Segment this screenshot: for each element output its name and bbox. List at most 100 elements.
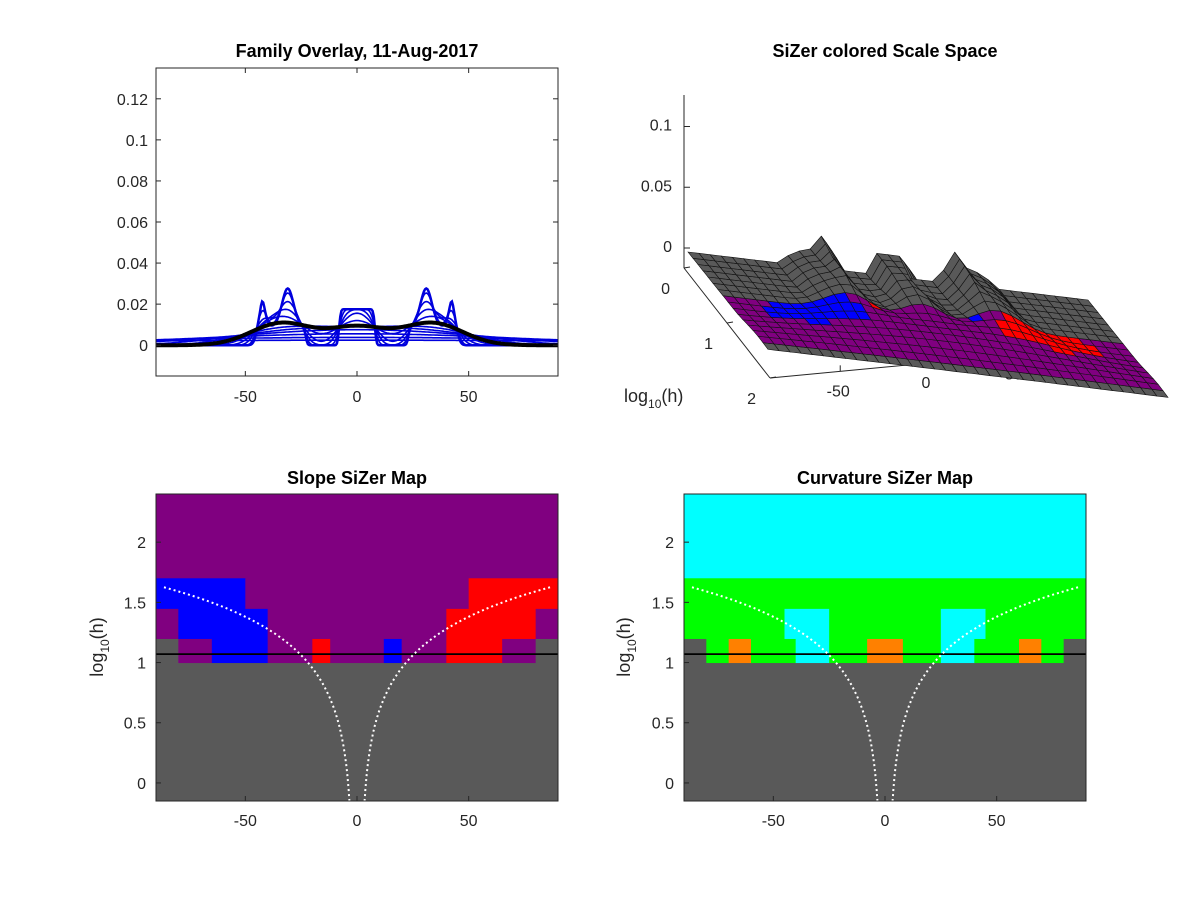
y-tick-label: 2 <box>137 535 146 552</box>
sizer-cell-red <box>446 608 537 639</box>
x-tick-label: 0 <box>353 389 362 406</box>
h-tick-label: 0 <box>661 281 670 298</box>
sizer-cell-blue <box>178 608 269 639</box>
z-tick-label: 0.05 <box>641 178 672 195</box>
sizer-cell-cyan <box>795 638 830 664</box>
sizer-cell-red <box>468 578 559 609</box>
sizer-cell-purple <box>330 638 385 664</box>
h-tick-mark <box>683 266 691 269</box>
sizer-cell-purple <box>178 638 213 664</box>
curvature-ticks: -50 0 50 0 0.5 1 1.5 2 <box>652 535 1006 830</box>
family-curve <box>156 336 558 341</box>
sizer-cell-green <box>902 638 942 664</box>
slope-overlay <box>156 585 558 802</box>
surface-h-label-base: log <box>624 386 648 406</box>
slope-title: Slope SiZer Map <box>287 468 427 488</box>
sizer-cell-green <box>829 638 868 664</box>
family-overlay-panel: -50 0 50 0 0.02 0.04 0.06 0.08 0.1 0.12 Family Ov… <box>117 41 559 406</box>
sizer-cell-blue <box>211 638 269 664</box>
slope-ylabel-base: log <box>87 653 107 677</box>
family-ticks: -50 0 50 0 0.02 0.04 0.06 0.08 0.1 0.12 <box>117 68 558 406</box>
slope-ylabel-sub: 10 <box>98 639 112 653</box>
z-tick-label: 0 <box>663 239 672 256</box>
sizer-cell-cyan <box>784 608 830 639</box>
x-tick-label: -50 <box>234 813 257 830</box>
sizer-cell-purple <box>502 638 537 664</box>
effective-window-curve-right <box>363 585 553 802</box>
family-curve <box>155 333 559 341</box>
effective-window-curve-right <box>891 585 1081 802</box>
y-tick-label: 0.08 <box>117 174 148 191</box>
sizer-cell-purple <box>245 578 470 609</box>
y-tick-label: 0.06 <box>117 215 148 232</box>
slope-ylabel-tail: (h) <box>87 617 107 639</box>
y-tick-label: 0.02 <box>117 297 148 314</box>
x-tick-label: 0 <box>353 813 362 830</box>
sizer-cell-green <box>684 608 785 639</box>
family-title: Family Overlay, 11-Aug-2017 <box>236 41 479 61</box>
y-tick-label: 0.5 <box>652 716 674 733</box>
y-tick-label: 2 <box>665 535 674 552</box>
sizer-cell-orange <box>1019 638 1042 664</box>
curvature-title: Curvature SiZer Map <box>797 468 973 488</box>
y-tick-label: 0.04 <box>117 256 148 273</box>
x-tick-label: 0 <box>922 375 931 392</box>
x-tick-label: 50 <box>460 813 478 830</box>
sizer-cell-orange <box>728 638 752 664</box>
x-tick-label: 0 <box>881 813 890 830</box>
curvature-ylabel-base: log <box>614 653 634 677</box>
y-tick-label: 1 <box>137 656 146 673</box>
y-tick-label: 0 <box>665 776 674 793</box>
family-curve <box>156 339 558 342</box>
x-tick-label: -50 <box>827 383 850 400</box>
sizer-cell-green <box>706 638 730 664</box>
surface-h-label: log10(h) <box>624 386 683 411</box>
surface-title: SiZer colored Scale Space <box>772 41 997 61</box>
sizer-cell-green <box>684 578 1087 609</box>
curvature-axes-box <box>683 493 1087 802</box>
highlighted-bandwidth-curve <box>156 320 558 348</box>
h-tick-label: 1 <box>704 336 713 353</box>
sizer-cell-purple <box>535 608 559 639</box>
curvature-sizer-panel: -50 0 50 0 0.5 1 1.5 2 Curvature SiZer Map log1… <box>614 468 1087 830</box>
z-tick-label: 0.1 <box>650 118 672 135</box>
y-tick-label: 0 <box>137 776 146 793</box>
y-tick-label: 1.5 <box>652 595 674 612</box>
y-tick-label: 1 <box>665 656 674 673</box>
x-tick-label: 50 <box>460 389 478 406</box>
curvature-map-cells <box>684 494 1087 802</box>
curvature-ylabel-tail: (h) <box>614 617 634 639</box>
surface-h-label-tail: (h) <box>661 386 683 406</box>
slope-ylabel: log10(h) <box>87 617 112 676</box>
slope-map-cells <box>156 494 559 802</box>
sizer-cell-red <box>446 638 503 664</box>
scale-space-surface <box>687 235 1169 398</box>
sizer-cell-blue <box>383 638 403 664</box>
family-axes-box <box>155 67 559 377</box>
sizer-cell-gray <box>684 662 1087 802</box>
slope-ticks: -50 0 50 0 0.5 1 1.5 2 <box>124 535 478 830</box>
x-tick-label: -50 <box>234 389 257 406</box>
y-tick-label: 0.5 <box>124 716 146 733</box>
sizer-cell-green <box>751 638 797 664</box>
x-tick-label: 50 <box>988 813 1006 830</box>
sizer-cell-green <box>1041 638 1065 664</box>
sizer-cell-purple <box>267 608 447 639</box>
x-tick-label: -50 <box>762 813 785 830</box>
slope-sizer-panel: -50 0 50 0 0.5 1 1.5 2 Slope SiZer Map log10(h) <box>87 468 559 830</box>
sizer-cell-cyan <box>940 638 975 664</box>
curvature-overlay <box>684 585 1086 802</box>
sizer-cell-purple <box>156 608 179 639</box>
effective-window-curve-left <box>689 585 879 802</box>
sizer-cell-green <box>829 608 942 639</box>
sizer-cell-blue <box>156 578 246 609</box>
sizer-cell-gray <box>684 638 707 664</box>
sizer-cell-gray <box>156 662 559 802</box>
h-tick-mark <box>769 376 777 379</box>
curvature-ylabel: log10(h) <box>614 617 639 676</box>
sizer-cell-green <box>974 638 1020 664</box>
h-tick-label: 2 <box>747 391 756 408</box>
y-tick-label: 0 <box>139 338 148 355</box>
